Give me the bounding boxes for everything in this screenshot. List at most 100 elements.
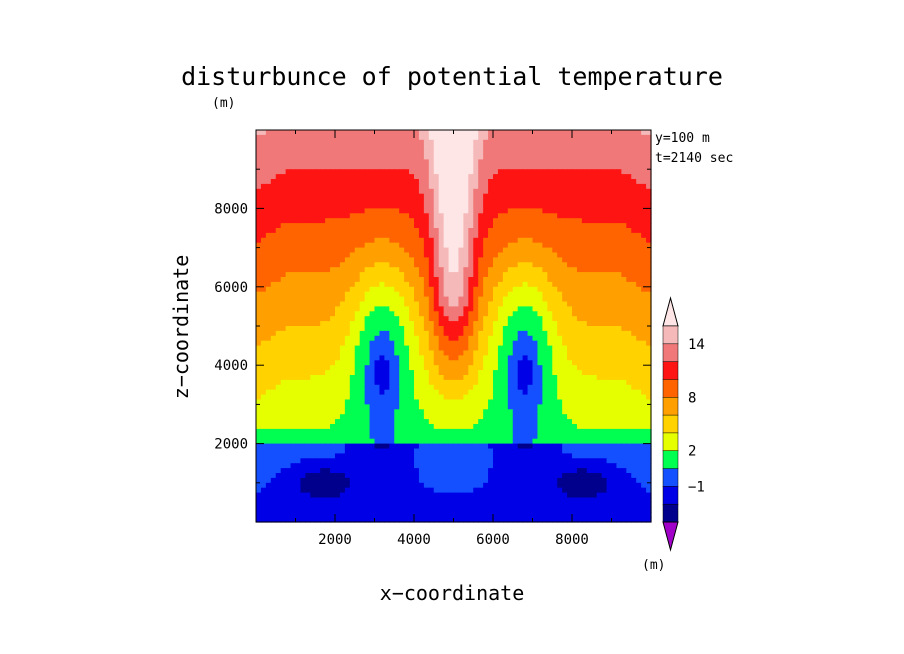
heatmap-cell <box>438 311 445 317</box>
heatmap-cell <box>325 316 331 322</box>
heatmap-cell <box>260 360 267 366</box>
heatmap-cell <box>354 242 361 249</box>
heatmap-cell <box>399 409 405 415</box>
heatmap-cell <box>399 428 405 435</box>
heatmap-cell <box>532 169 539 175</box>
heatmap-cell <box>399 237 405 244</box>
heatmap-cell <box>330 134 336 141</box>
heatmap-cell <box>280 428 287 435</box>
heatmap-cell <box>359 399 366 405</box>
heatmap-cell <box>344 335 351 342</box>
heatmap-cell <box>418 262 425 268</box>
heatmap-cell <box>621 174 627 180</box>
heatmap-cell <box>512 399 519 405</box>
heatmap-cell <box>581 208 588 214</box>
heatmap-cell <box>443 223 450 229</box>
heatmap-cell <box>320 154 326 160</box>
heatmap-cell <box>586 379 593 386</box>
heatmap-cell <box>404 291 410 298</box>
heatmap-cell <box>641 286 647 293</box>
heatmap-cell <box>542 428 548 435</box>
heatmap-cell <box>300 213 306 219</box>
heatmap-cell <box>414 232 420 239</box>
heatmap-cell <box>542 267 548 273</box>
heatmap-cell <box>344 208 351 214</box>
heatmap-cell <box>567 311 573 317</box>
heatmap-cell <box>463 208 469 214</box>
heatmap-cell <box>586 139 593 146</box>
heatmap-cell <box>404 433 410 440</box>
heatmap-cell <box>532 286 539 293</box>
heatmap-cell <box>458 335 464 342</box>
heatmap-cell <box>280 409 287 415</box>
heatmap-cell <box>586 149 593 156</box>
heatmap-cell <box>532 203 539 209</box>
heatmap-cell <box>586 193 593 200</box>
heatmap-cell <box>537 340 543 347</box>
heatmap-cell <box>364 149 371 156</box>
heatmap-cell <box>468 281 474 288</box>
heatmap-cell <box>468 419 474 425</box>
heatmap-cell <box>265 424 272 430</box>
heatmap-cell <box>586 134 593 141</box>
heatmap-cell <box>354 404 361 410</box>
heatmap-cell <box>443 154 450 160</box>
heatmap-cell <box>369 154 376 160</box>
heatmap-cell <box>483 350 489 356</box>
heatmap-cell <box>423 134 430 141</box>
heatmap-cell <box>344 316 351 322</box>
heatmap-cell <box>339 242 346 249</box>
heatmap-cell <box>260 370 267 376</box>
heatmap-cell <box>478 130 484 136</box>
heatmap-cell <box>433 301 440 307</box>
heatmap-cell <box>576 193 583 200</box>
heatmap-cell <box>270 188 277 195</box>
heatmap-cell <box>310 169 316 175</box>
heatmap-cell <box>295 370 302 376</box>
heatmap-cell <box>335 345 341 352</box>
heatmap-cell <box>374 340 381 347</box>
heatmap-cell <box>335 384 341 391</box>
heatmap-cell <box>497 404 504 410</box>
heatmap-cell <box>438 355 445 361</box>
heatmap-cell <box>453 188 460 195</box>
heatmap-cell <box>270 223 277 229</box>
heatmap-cell <box>581 252 588 258</box>
heatmap-cell <box>601 223 608 229</box>
heatmap-cell <box>256 257 262 263</box>
heatmap-cell <box>606 272 613 278</box>
heatmap-cell <box>275 350 282 356</box>
heatmap-cell <box>547 345 553 352</box>
heatmap-cell <box>611 316 618 322</box>
heatmap-cell <box>591 316 598 322</box>
heatmap-cell <box>389 183 395 190</box>
heatmap-cell <box>522 139 529 146</box>
heatmap-cell <box>463 169 469 175</box>
heatmap-cell <box>275 179 282 185</box>
heatmap-cell <box>488 375 494 381</box>
heatmap-cell <box>522 164 529 170</box>
heatmap-cell <box>572 326 578 332</box>
heatmap-cell <box>285 389 292 396</box>
heatmap-cell <box>438 414 445 420</box>
heatmap-cell <box>616 272 622 278</box>
heatmap-cell <box>497 394 504 401</box>
heatmap-cell <box>428 144 435 151</box>
heatmap-cell <box>418 316 425 322</box>
heatmap-cell <box>433 164 440 170</box>
heatmap-cell <box>418 326 425 332</box>
heatmap-cell <box>507 130 514 136</box>
heatmap-cell <box>473 394 479 401</box>
heatmap-cell <box>394 144 400 151</box>
heatmap-cell <box>636 183 642 190</box>
heatmap-cell <box>611 144 618 151</box>
heatmap-cell <box>275 306 282 312</box>
heatmap-cell <box>320 262 326 268</box>
heatmap-cell <box>527 218 534 224</box>
heatmap-cell <box>478 277 484 283</box>
heatmap-cell <box>547 218 553 224</box>
heatmap-cell <box>330 379 336 386</box>
heatmap-cell <box>458 183 464 190</box>
heatmap-cell <box>339 296 346 303</box>
heatmap-cell <box>576 340 583 347</box>
